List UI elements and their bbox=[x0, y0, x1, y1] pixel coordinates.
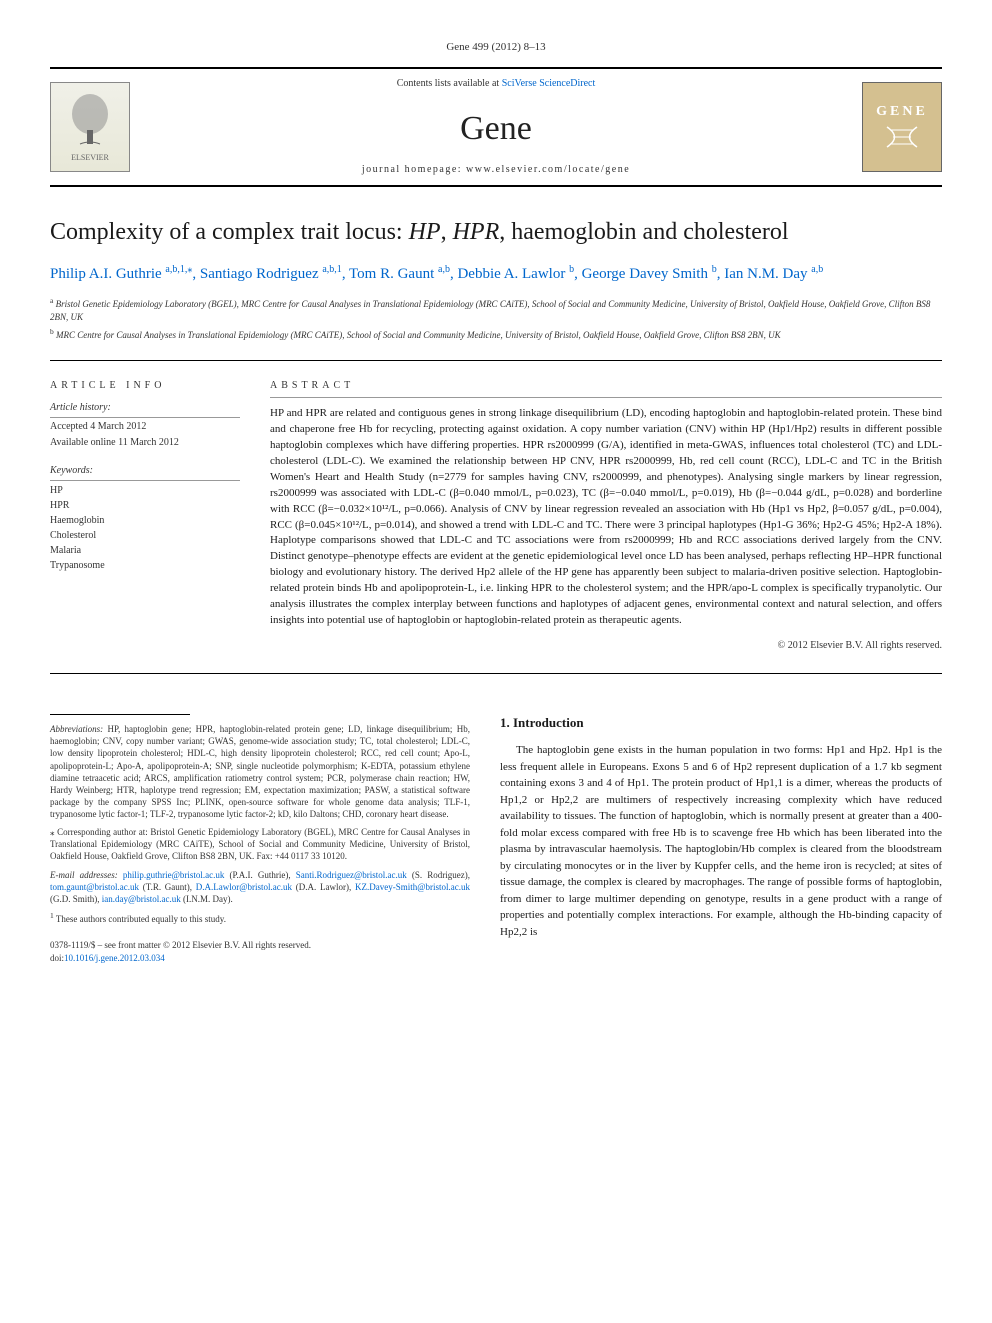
title-hp: HP bbox=[409, 219, 441, 245]
affil-sup: b bbox=[50, 327, 54, 336]
keyword: Trypanosome bbox=[50, 558, 240, 573]
front-matter: 0378-1119/$ – see front matter © 2012 El… bbox=[50, 939, 470, 964]
author-sup: b bbox=[712, 264, 717, 275]
journal-header: ELSEVIER Contents lists available at Sci… bbox=[50, 67, 942, 187]
abstract-column: ABSTRACT HP and HPR are related and cont… bbox=[270, 379, 942, 653]
affiliation: b MRC Centre for Causal Analyses in Tran… bbox=[50, 327, 942, 342]
journal-reference: Gene 499 (2012) 8–13 bbox=[50, 40, 942, 55]
gene-cover-label: GENE bbox=[876, 102, 928, 122]
author-link[interactable]: Debbie A. Lawlor bbox=[457, 266, 565, 282]
author-link[interactable]: Tom R. Gaunt bbox=[349, 266, 434, 282]
online-date: Available online 11 March 2012 bbox=[50, 436, 240, 450]
equal-text: These authors contributed equally to thi… bbox=[54, 914, 226, 924]
intro-heading: 1. Introduction bbox=[500, 714, 942, 732]
article-info-heading: ARTICLE INFO bbox=[50, 379, 240, 393]
title-post: , haemoglobin and cholesterol bbox=[499, 219, 788, 245]
journal-name: Gene bbox=[130, 105, 862, 153]
homepage-url: www.elsevier.com/locate/gene bbox=[466, 164, 630, 175]
divider bbox=[50, 673, 942, 674]
author-sup: b bbox=[569, 264, 574, 275]
elsevier-label: ELSEVIER bbox=[71, 152, 109, 163]
affil-sup: a bbox=[50, 296, 53, 305]
email-who: (D.A. Lawlor), bbox=[292, 882, 355, 892]
emails-footnote: E-mail addresses: philip.guthrie@bristol… bbox=[50, 869, 470, 905]
author-link[interactable]: Ian N.M. Day bbox=[724, 266, 807, 282]
email-who: (S. Rodriguez), bbox=[407, 870, 470, 880]
author-sup: a,b bbox=[438, 264, 450, 275]
author-sup: a,b bbox=[811, 264, 823, 275]
article-info-column: ARTICLE INFO Article history: Accepted 4… bbox=[50, 379, 240, 653]
keyword: HPR bbox=[50, 498, 240, 513]
info-abstract-row: ARTICLE INFO Article history: Accepted 4… bbox=[50, 379, 942, 653]
abstract-text: HP and HPR are related and contiguous ge… bbox=[270, 406, 942, 629]
abbreviations-footnote: Abbreviations: HP, haptoglobin gene; HPR… bbox=[50, 723, 470, 820]
contents-prefix: Contents lists available at bbox=[397, 78, 502, 89]
contents-line: Contents lists available at SciVerse Sci… bbox=[130, 77, 862, 91]
doi-line: doi:10.1016/j.gene.2012.03.034 bbox=[50, 952, 470, 965]
homepage-line: journal homepage: www.elsevier.com/locat… bbox=[130, 163, 862, 177]
title-pre: Complexity of a complex trait locus: bbox=[50, 219, 409, 245]
sciencedirect-link[interactable]: SciVerse ScienceDirect bbox=[502, 78, 596, 89]
dna-icon bbox=[882, 122, 922, 152]
keywords-subhead: Keywords: bbox=[50, 464, 240, 481]
affil-text: Bristol Genetic Epidemiology Laboratory … bbox=[50, 299, 930, 322]
doi-link[interactable]: 10.1016/j.gene.2012.03.034 bbox=[64, 953, 165, 963]
footnote-divider bbox=[50, 714, 190, 715]
keyword: HP bbox=[50, 483, 240, 498]
abbrev-label: Abbreviations: bbox=[50, 724, 103, 734]
corresp-text: Corresponding author at: Bristol Genetic… bbox=[50, 827, 470, 861]
email-who: (I.N.M. Day). bbox=[181, 894, 233, 904]
gene-cover-thumbnail: GENE bbox=[862, 82, 942, 172]
left-column: Abbreviations: HP, haptoglobin gene; HPR… bbox=[50, 714, 470, 964]
title-sep: , bbox=[441, 219, 453, 245]
article-title: Complexity of a complex trait locus: HP,… bbox=[50, 217, 942, 248]
email-link[interactable]: ian.day@bristol.ac.uk bbox=[102, 894, 181, 904]
email-link[interactable]: philip.guthrie@bristol.ac.uk bbox=[123, 870, 225, 880]
doi-prefix: doi: bbox=[50, 953, 64, 963]
body-columns: Abbreviations: HP, haptoglobin gene; HPR… bbox=[50, 714, 942, 964]
author-sup: a,b,1, bbox=[165, 264, 187, 275]
abbrev-text: HP, haptoglobin gene; HPR, haptoglobin-r… bbox=[50, 724, 470, 819]
equal-contribution-footnote: 1 These authors contributed equally to t… bbox=[50, 911, 470, 925]
divider bbox=[50, 360, 942, 361]
author-link[interactable]: George Davey Smith bbox=[582, 266, 708, 282]
intro-paragraph: The haptoglobin gene exists in the human… bbox=[500, 742, 942, 940]
corresponding-star-icon: ⁎ bbox=[187, 264, 192, 275]
email-who: (T.R. Gaunt), bbox=[139, 882, 196, 892]
keyword: Malaria bbox=[50, 543, 240, 558]
email-who: (P.A.I. Guthrie), bbox=[224, 870, 295, 880]
author-sup: a,b,1 bbox=[322, 264, 341, 275]
keyword: Haemoglobin bbox=[50, 513, 240, 528]
authors-list: Philip A.I. Guthrie a,b,1,⁎, Santiago Ro… bbox=[50, 262, 942, 286]
email-link[interactable]: Santi.Rodriguez@bristol.ac.uk bbox=[296, 870, 407, 880]
abstract-heading: ABSTRACT bbox=[270, 379, 942, 398]
title-hpr: HPR bbox=[453, 219, 500, 245]
front-matter-line: 0378-1119/$ – see front matter © 2012 El… bbox=[50, 939, 470, 952]
email-label: E-mail addresses: bbox=[50, 870, 118, 880]
keyword: Cholesterol bbox=[50, 528, 240, 543]
keywords-block: Keywords: HP HPR Haemoglobin Cholesterol… bbox=[50, 464, 240, 573]
elsevier-logo: ELSEVIER bbox=[50, 82, 130, 172]
author-link[interactable]: Santiago Rodriguez bbox=[200, 266, 319, 282]
affiliation: a Bristol Genetic Epidemiology Laborator… bbox=[50, 296, 942, 323]
email-link[interactable]: D.A.Lawlor@bristol.ac.uk bbox=[196, 882, 292, 892]
email-link[interactable]: tom.gaunt@bristol.ac.uk bbox=[50, 882, 139, 892]
history-subhead: Article history: bbox=[50, 401, 240, 418]
homepage-prefix: journal homepage: bbox=[362, 164, 466, 175]
email-link[interactable]: KZ.Davey-Smith@bristol.ac.uk bbox=[355, 882, 470, 892]
elsevier-tree-icon bbox=[65, 92, 115, 152]
accepted-date: Accepted 4 March 2012 bbox=[50, 420, 240, 434]
corresponding-footnote: ⁎ Corresponding author at: Bristol Genet… bbox=[50, 826, 470, 862]
right-column: 1. Introduction The haptoglobin gene exi… bbox=[500, 714, 942, 964]
affil-text: MRC Centre for Causal Analyses in Transl… bbox=[56, 330, 781, 340]
copyright-line: © 2012 Elsevier B.V. All rights reserved… bbox=[270, 639, 942, 653]
author-link[interactable]: Philip A.I. Guthrie bbox=[50, 266, 162, 282]
header-center: Contents lists available at SciVerse Sci… bbox=[130, 77, 862, 177]
email-who: (G.D. Smith), bbox=[50, 894, 102, 904]
